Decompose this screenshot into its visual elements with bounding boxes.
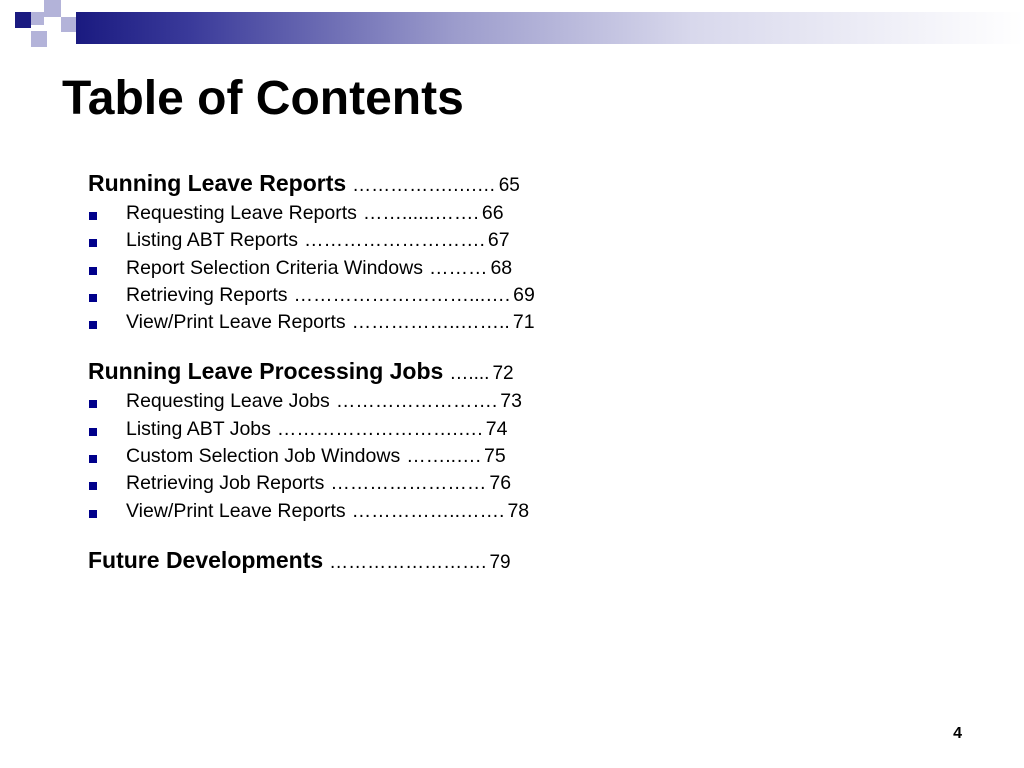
page-number: 65 xyxy=(498,175,520,196)
section-title: Running Leave Reports xyxy=(88,170,347,196)
header-square-light xyxy=(31,12,44,25)
page-number: 71 xyxy=(512,311,535,334)
page-title: Table of Contents xyxy=(62,72,464,125)
header-gradient-band xyxy=(76,12,1024,44)
header-square-dark xyxy=(15,12,31,28)
page-number: 76 xyxy=(489,472,512,495)
square-bullet-icon xyxy=(89,321,97,330)
toc-section: Future Developments ……………………. 79 xyxy=(88,547,588,579)
dot-leader: ….... xyxy=(449,363,490,385)
square-bullet-icon xyxy=(89,266,97,275)
page-number: 68 xyxy=(490,256,513,279)
square-bullet-icon xyxy=(89,212,97,220)
page-number: 74 xyxy=(485,417,508,440)
item-title: Listing ABT Reports xyxy=(126,229,298,252)
dot-leader: ……………………. xyxy=(335,390,498,413)
section-title: Future Developments xyxy=(88,546,324,573)
item-title: Requesting Leave Reports xyxy=(126,202,357,224)
square-bullet-icon xyxy=(89,455,97,464)
square-bullet-icon xyxy=(89,509,97,518)
header-square-light xyxy=(31,31,47,47)
item-title: Custom Selection Job Windows xyxy=(126,445,401,468)
header-square-light xyxy=(44,0,61,17)
dot-leader: ………………………. xyxy=(303,229,485,252)
item-title: View/Print Leave Reports xyxy=(126,311,346,334)
toc-section-heading: Future Developments ……………………. 79 xyxy=(88,547,588,579)
page-number: 67 xyxy=(487,229,510,252)
dot-leader: ……… xyxy=(428,256,488,279)
item-title: View/Print Leave Reports xyxy=(126,499,346,522)
header-square-light xyxy=(61,17,76,32)
square-bullet-icon xyxy=(89,400,97,409)
toc-item: Listing ABT Reports ………………………. 67 xyxy=(88,229,588,256)
section-title: Running Leave Processing Jobs xyxy=(88,358,444,385)
dot-leader: ……………………. xyxy=(329,551,487,573)
page-number: 73 xyxy=(500,390,522,413)
toc-item-list: Requesting Leave Jobs ……………………. 73 Listi… xyxy=(88,390,588,526)
dot-leader: …………………… xyxy=(330,472,487,495)
toc-item: Custom Selection Job Windows ……..…. 75 xyxy=(88,445,588,472)
page-number: 79 xyxy=(489,551,511,573)
dot-leader: ………………………...…. xyxy=(293,283,511,306)
square-bullet-icon xyxy=(89,239,97,248)
toc-item: Requesting Leave Jobs ……………………. 73 xyxy=(88,390,588,417)
page-number: 66 xyxy=(481,202,504,224)
page-number: 75 xyxy=(483,445,506,468)
page-number: 72 xyxy=(492,363,514,385)
dot-leader: …………….….… xyxy=(352,175,496,196)
item-title: Retrieving Reports xyxy=(126,283,288,306)
item-title: Retrieving Job Reports xyxy=(126,472,325,495)
item-title: Requesting Leave Jobs xyxy=(126,390,330,413)
page-number: 78 xyxy=(507,499,530,522)
dot-leader: ……..…. xyxy=(406,445,481,468)
page-number: 69 xyxy=(513,283,535,306)
dot-leader: ……......……. xyxy=(362,202,479,224)
dot-leader: ……………..……. xyxy=(351,499,505,522)
toc-item: View/Print Leave Reports ……………..…….. 71 xyxy=(88,311,588,338)
toc-item: Retrieving Reports ………………………...…. 69 xyxy=(88,284,588,311)
toc-section: Running Leave Reports …………….….… 65 Reque… xyxy=(88,170,588,338)
toc-item: Listing ABT Jobs ……………………….…. 74 xyxy=(88,418,588,445)
toc-section-heading: Running Leave Processing Jobs ….... 72 xyxy=(88,358,588,390)
item-title: Report Selection Criteria Windows xyxy=(126,256,423,279)
item-title: Listing ABT Jobs xyxy=(126,417,271,440)
toc-item-list: Requesting Leave Reports ……......……. 66 … xyxy=(88,202,588,338)
table-of-contents: Running Leave Reports …………….….… 65 Reque… xyxy=(88,170,588,599)
toc-section: Running Leave Processing Jobs ….... 72 R… xyxy=(88,358,588,526)
slide-number: 4 xyxy=(953,725,962,742)
toc-item: Report Selection Criteria Windows ……… 68 xyxy=(88,257,588,284)
dot-leader: ……………………….…. xyxy=(276,417,483,440)
toc-item: View/Print Leave Reports ……………..……. 78 xyxy=(88,500,588,527)
square-bullet-icon xyxy=(89,482,97,491)
toc-section-heading: Running Leave Reports …………….….… 65 xyxy=(88,170,588,202)
toc-item: Retrieving Job Reports …………………… 76 xyxy=(88,472,588,499)
square-bullet-icon xyxy=(89,293,97,302)
square-bullet-icon xyxy=(89,427,97,436)
toc-item: Requesting Leave Reports ……......……. 66 xyxy=(88,202,588,229)
dot-leader: ……………..…….. xyxy=(351,311,510,334)
